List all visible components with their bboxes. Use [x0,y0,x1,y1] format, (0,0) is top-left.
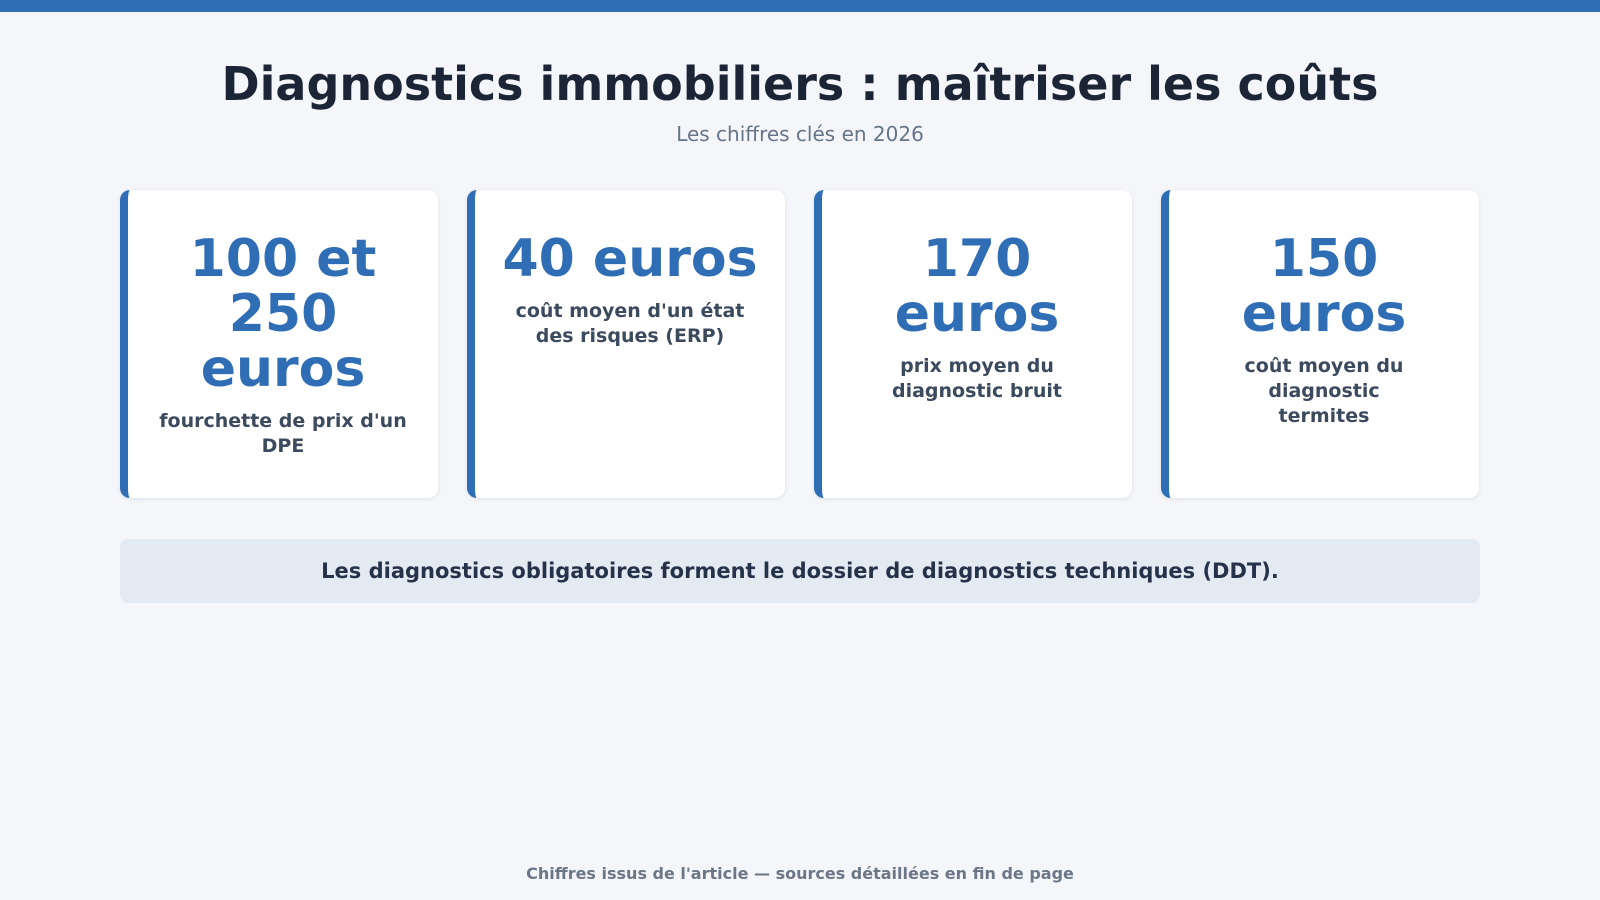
stat-value: 170 euros [894,229,1060,344]
stat-value-wrapper: 40 euros [497,232,763,287]
stat-card-bruit: 170 euros prix moyen du diagnostic bruit [814,190,1132,498]
stat-card-termites: 150 euros coût moyen du diagnostic termi… [1161,190,1479,498]
stat-cards: 100 et 250 euros fourchette de prix d'un… [120,190,1480,498]
stat-value: 40 euros [502,229,758,289]
stat-label: prix moyen du diagnostic bruit [892,355,1062,402]
stat-value-wrapper: 150 euros [1224,232,1424,342]
stat-value-wrapper: 100 et 250 euros [168,232,398,397]
stat-value-wrapper: 170 euros [877,232,1077,342]
stat-label: coût moyen du diagnostic termites [1244,355,1404,427]
top-accent-bar [0,0,1600,12]
stat-card-dpe: 100 et 250 euros fourchette de prix d'un… [120,190,438,498]
stat-label: coût moyen d'un état des risques (ERP) [515,300,745,347]
stat-value: 150 euros [1241,229,1407,344]
page-subtitle: Les chiffres clés en 2026 [676,122,924,146]
stat-label: fourchette de prix d'un DPE [159,410,407,457]
page-title: Diagnostics immobiliers : maîtriser les … [221,57,1379,111]
stat-card-erp: 40 euros coût moyen d'un état des risque… [467,190,785,498]
stat-value: 100 et 250 euros [189,229,377,399]
sources-footnote: Chiffres issus de l'article — sources dé… [526,864,1074,883]
ddt-info-banner: Les diagnostics obligatoires forment le … [120,539,1480,603]
